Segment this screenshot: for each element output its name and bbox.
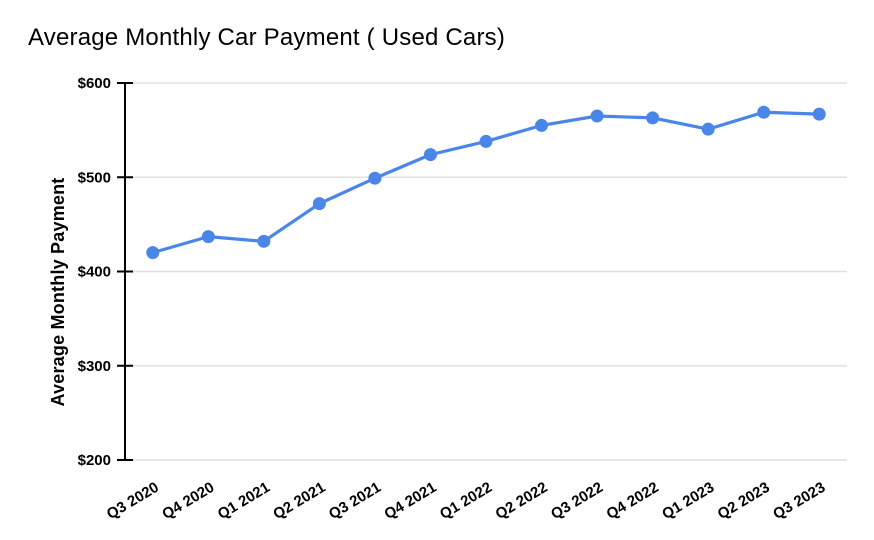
x-tick-label: Q2 2021 — [270, 479, 328, 523]
x-tick-label: Q4 2021 — [381, 479, 439, 523]
data-points — [146, 105, 826, 260]
x-tick-label: Q1 2023 — [659, 479, 717, 523]
x-tick-label: Q3 2020 — [104, 479, 162, 523]
data-point — [423, 148, 437, 162]
data-point — [257, 234, 271, 248]
y-tick-label: $500 — [78, 169, 111, 186]
data-point — [590, 109, 604, 123]
x-tick-label: Q3 2022 — [548, 479, 606, 523]
x-tick-label: Q3 2023 — [770, 479, 828, 523]
data-point — [146, 246, 160, 260]
y-tick-label: $600 — [78, 75, 111, 92]
data-point — [812, 107, 826, 121]
data-point — [701, 122, 715, 136]
data-point — [312, 197, 326, 211]
chart-title: Average Monthly Car Payment ( Used Cars) — [28, 24, 506, 51]
x-tick-label: Q1 2021 — [215, 479, 273, 523]
data-point — [368, 171, 382, 185]
data-point — [201, 230, 215, 244]
series-path — [151, 110, 821, 255]
y-tick-label: $400 — [78, 264, 111, 281]
x-tick-label: Q3 2021 — [326, 479, 384, 523]
data-point — [479, 134, 493, 148]
x-tick-label: Q2 2023 — [715, 479, 773, 523]
y-axis-tick-labels: $200 $300 $400 $500 $600 — [78, 75, 111, 469]
x-tick-label: Q4 2020 — [159, 479, 217, 523]
y-axis — [117, 82, 133, 461]
data-point — [646, 111, 660, 125]
y-tick-label: $300 — [78, 358, 111, 375]
gridlines — [125, 82, 847, 461]
series-line — [151, 110, 821, 255]
y-tick-label: $200 — [78, 452, 111, 469]
y-axis-title: Average Monthly Payment — [48, 178, 68, 407]
x-tick-label: Q1 2022 — [437, 479, 495, 523]
data-point — [757, 105, 771, 119]
data-point — [535, 118, 549, 132]
x-tick-label: Q4 2022 — [604, 479, 662, 523]
x-tick-label: Q2 2022 — [493, 479, 551, 523]
